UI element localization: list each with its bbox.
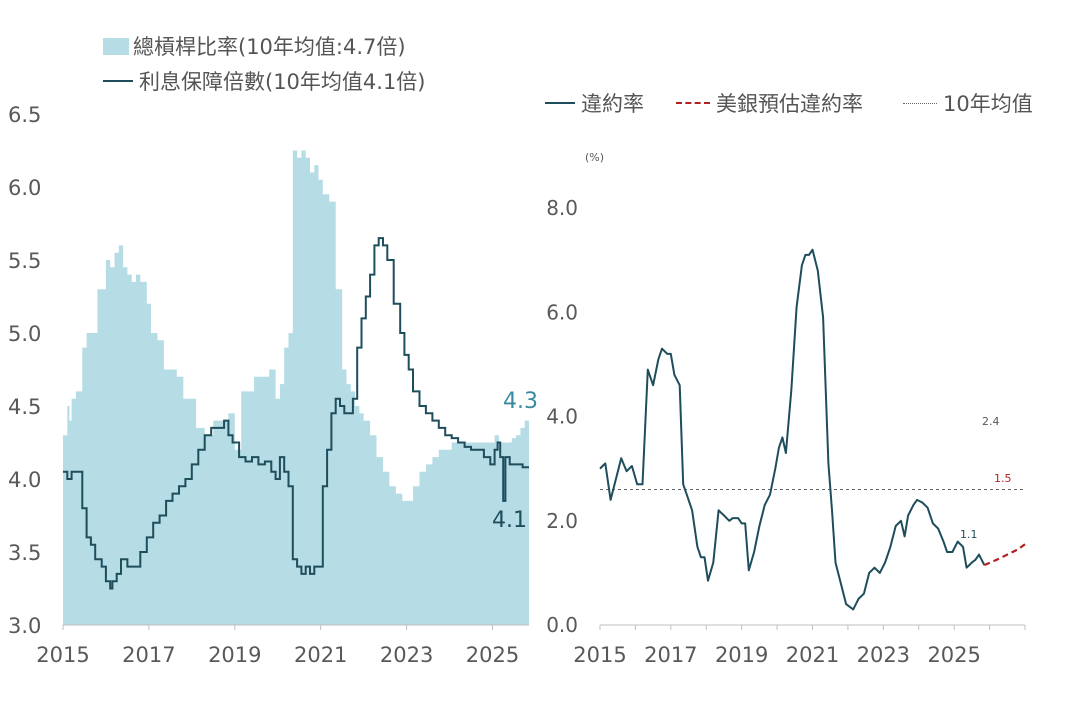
right-x-tick-label: 2015 [573, 643, 626, 667]
right-y-tick-label: 2.0 [546, 509, 578, 533]
legend-swatch-forecast [676, 102, 710, 104]
left-y-tick-label: 3.5 [8, 541, 41, 565]
right-x-tick-label: 2023 [857, 643, 910, 667]
legend-swatch-default [545, 102, 575, 104]
left-x-tick-label: 2017 [122, 643, 175, 667]
legend-item-forecast: 美銀預估違約率 [676, 88, 863, 118]
legend-item-coverage: 利息保障倍數(10年均值4.1倍) [103, 66, 426, 96]
right-axes: 0.0 2.0 4.0 6.0 8.0 2015 2017 2019 2021 2023 2025 [546, 196, 1026, 667]
legend-label-average: 10年均值 [943, 92, 1033, 116]
default-rate-series [599, 248, 986, 611]
left-y-tick-label: 6.0 [8, 176, 41, 200]
left-x-tick-label: 2019 [208, 643, 261, 667]
left-y-tick-label: 4.5 [8, 395, 41, 419]
right-y-tick-label: 0.0 [546, 613, 578, 637]
forecast-series [983, 543, 1026, 567]
left-y-tick-label: 5.0 [8, 322, 41, 346]
right-y-unit-label: (%) [585, 151, 604, 164]
legend-swatch-average [903, 102, 937, 104]
left-y-tick-label: 3.0 [8, 614, 41, 638]
legend-label-forecast: 美銀預估違約率 [716, 92, 863, 116]
coverage-line [63, 237, 529, 590]
right-x-tick-label: 2025 [927, 643, 980, 667]
legend-item-average: 10年均值 [903, 88, 1033, 118]
annotation-2-4: 2.4 [982, 415, 1000, 428]
forecast-line [983, 543, 1026, 567]
right-x-tick-label: 2017 [644, 643, 697, 667]
left-y-tick-label: 4.0 [8, 468, 41, 492]
right-x-tick-label: 2021 [786, 643, 839, 667]
leverage-series [63, 150, 529, 625]
right-y-tick-label: 4.0 [546, 405, 578, 429]
left-y-tick-label: 5.5 [8, 249, 41, 273]
coverage-last-label: 4.1 [492, 508, 527, 533]
left-x-tick-label: 2025 [466, 643, 519, 667]
right-y-tick-label: 8.0 [546, 196, 578, 220]
legend-swatch-line [103, 80, 133, 82]
annotation-1-1: 1.1 [960, 528, 978, 541]
right-x-tick-label: 2019 [715, 643, 768, 667]
leverage-last-label: 4.3 [503, 389, 538, 414]
left-x-tick-label: 2015 [36, 643, 89, 667]
legend-item-leverage: 總槓桿比率(10年均值:4.7倍) [103, 31, 406, 61]
coverage-series [63, 237, 529, 590]
left-x-tick-label: 2023 [380, 643, 433, 667]
legend-label-leverage: 總槓桿比率(10年均值:4.7倍) [133, 35, 406, 59]
legend-label-default: 違約率 [581, 92, 644, 116]
leverage-area [63, 150, 529, 625]
legend-item-default-rate: 違約率 [545, 88, 644, 118]
legend-label-coverage: 利息保障倍數(10年均值4.1倍) [139, 70, 426, 94]
right-y-tick-label: 6.0 [546, 300, 578, 324]
legend-swatch-area [103, 37, 129, 55]
annotation-1-5: 1.5 [994, 472, 1012, 485]
left-axes: 3.0 3.5 4.0 4.5 5.0 5.5 6.0 6.5 2015 2017 2019 2021… [8, 103, 529, 667]
left-x-tick-label: 2021 [294, 643, 347, 667]
left-y-tick-label: 6.5 [8, 103, 41, 127]
default-rate-line [599, 248, 986, 611]
